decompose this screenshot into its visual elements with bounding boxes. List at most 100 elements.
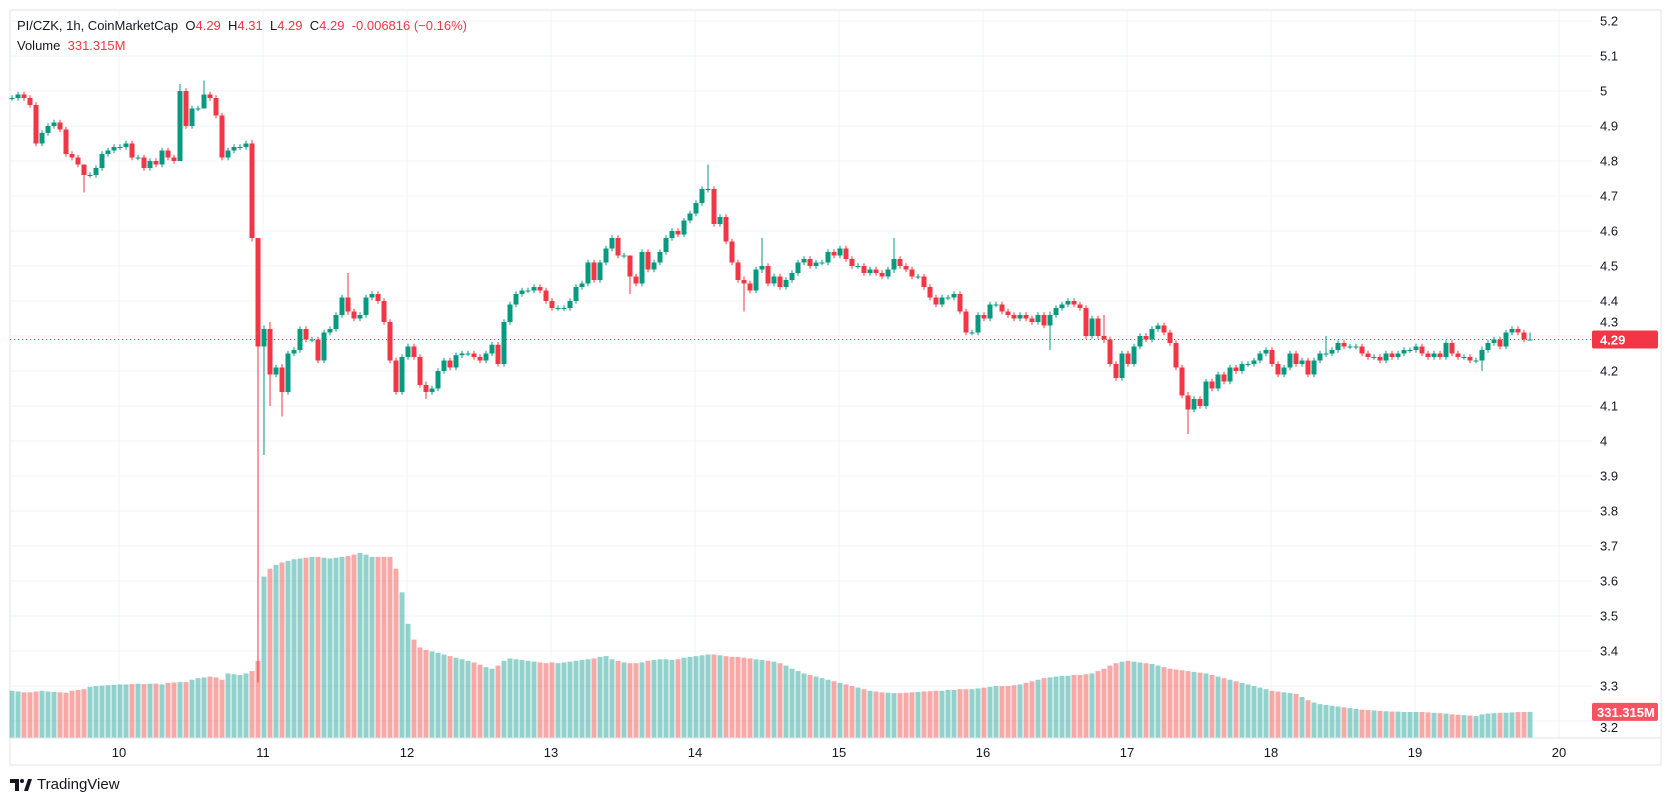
candle-body	[1335, 343, 1341, 350]
volume-bar	[633, 663, 639, 738]
candle-body	[537, 287, 543, 291]
symbol-info[interactable]: PI/CZK, 1h, CoinMarketCap	[17, 18, 179, 33]
volume-bar	[507, 658, 513, 738]
candle-body	[1017, 315, 1023, 319]
volume-label[interactable]: Volume	[17, 38, 61, 53]
candle-body	[501, 322, 507, 364]
volume-bar	[267, 568, 273, 738]
volume-bar	[1269, 690, 1275, 738]
candle-body	[633, 276, 639, 284]
volume-bar	[333, 557, 339, 738]
candle-body	[1425, 353, 1431, 357]
price-tick-label: 4	[1600, 434, 1607, 449]
volume-bar	[1365, 710, 1371, 738]
candle-body	[93, 168, 99, 175]
time-tick-label: 10	[112, 745, 126, 760]
volume-bar	[1317, 704, 1323, 738]
open-value: 4.29	[195, 18, 221, 33]
tradingview-logo[interactable]: TradingView	[10, 776, 120, 793]
volume-bar	[459, 659, 465, 738]
axes[interactable]: 5.2 5.1 5 4.9 4.8 4.7 4.6 4.5 4.4 4.3 4.2 4.1 4 3.9 3.…	[10, 14, 1661, 761]
price-tick-label: 4.8	[1600, 154, 1618, 169]
volume-bar	[1107, 665, 1113, 738]
candle-body	[1299, 360, 1305, 364]
candle-body	[45, 126, 51, 133]
candle-body	[1293, 353, 1299, 364]
volume-bar	[879, 692, 885, 738]
volume-bar	[903, 692, 909, 738]
candle-body	[897, 259, 903, 266]
candle-body	[105, 150, 111, 154]
volume-bar	[1461, 715, 1467, 738]
volume-bar	[843, 684, 849, 738]
volume-bar	[489, 668, 495, 738]
candle-body	[891, 259, 897, 270]
candle-body	[1287, 353, 1293, 368]
candle-body	[621, 255, 627, 257]
candle-body	[969, 332, 975, 334]
volume-bar	[1311, 702, 1317, 738]
volume-bar	[297, 558, 303, 738]
candle-body	[1107, 339, 1113, 364]
candle-body	[1125, 353, 1131, 364]
volume-bar	[429, 651, 435, 738]
volume-bar	[1065, 675, 1071, 738]
volume-bar	[309, 556, 315, 738]
volume-bar	[1329, 705, 1335, 738]
candle-body	[465, 353, 471, 355]
volume-bar	[1155, 665, 1161, 738]
candle-body	[669, 231, 675, 238]
volume-bar	[1233, 681, 1239, 738]
candle-body	[171, 157, 177, 161]
volume-bar	[51, 691, 57, 738]
candle-body	[597, 262, 603, 280]
volume-bar	[1029, 681, 1035, 738]
candle-body	[591, 262, 597, 280]
candle-body	[519, 290, 525, 294]
volume-bar	[969, 689, 975, 738]
volume-bar	[87, 686, 93, 738]
volume-bar	[951, 689, 957, 738]
volume-bar	[417, 647, 423, 738]
candle-body	[27, 98, 33, 105]
candle-body	[333, 315, 339, 329]
candle-body	[1365, 353, 1371, 357]
candle-body	[819, 262, 825, 264]
candle-body	[1101, 336, 1107, 340]
candle-body	[939, 297, 945, 305]
volume-bar	[1203, 673, 1209, 738]
close-label: C	[309, 18, 320, 33]
volume-bar	[147, 683, 153, 738]
volume-bar	[177, 682, 183, 738]
candle-body	[165, 150, 171, 158]
candle-body	[993, 304, 999, 306]
change-value: -0.006816 (−0.16%)	[351, 18, 467, 33]
volume-bar	[477, 664, 483, 738]
volume-bar	[285, 560, 291, 738]
volume-bar	[873, 691, 879, 738]
candle-body	[99, 154, 105, 168]
candle-body	[543, 290, 549, 301]
time-tick-label: 11	[256, 745, 270, 760]
candle-body	[483, 353, 489, 361]
candle-body	[1023, 315, 1029, 319]
candle-body	[1227, 367, 1233, 382]
candle-body	[69, 154, 75, 158]
candle-body	[933, 297, 939, 305]
volume-bar	[1071, 675, 1077, 738]
candle-body	[1083, 308, 1089, 336]
volume-bar	[519, 660, 525, 738]
volume-bar	[939, 690, 945, 738]
volume-bar	[531, 661, 537, 738]
volume-bar	[1047, 677, 1053, 738]
volume-bar	[195, 678, 201, 738]
candle-body	[255, 238, 261, 347]
volume-bar	[1167, 668, 1173, 738]
volume-bar	[735, 656, 741, 738]
volume-bar	[1503, 712, 1509, 738]
volume-bar	[213, 677, 219, 738]
volume-bar	[627, 663, 633, 738]
candle-body	[363, 297, 369, 315]
volume-bar	[1149, 664, 1155, 738]
